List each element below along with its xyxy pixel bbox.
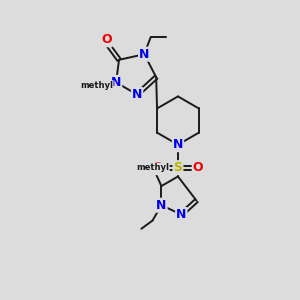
- Text: N: N: [156, 199, 167, 212]
- Text: O: O: [193, 161, 203, 174]
- Text: methyl: methyl: [80, 81, 113, 90]
- Text: N: N: [111, 76, 121, 89]
- Text: O: O: [101, 33, 112, 46]
- Text: O: O: [153, 161, 163, 174]
- Text: N: N: [176, 208, 187, 221]
- Text: methyl: methyl: [136, 163, 169, 172]
- Text: S: S: [173, 161, 182, 174]
- Text: N: N: [139, 48, 149, 61]
- Text: N: N: [132, 88, 142, 101]
- Text: N: N: [173, 138, 183, 151]
